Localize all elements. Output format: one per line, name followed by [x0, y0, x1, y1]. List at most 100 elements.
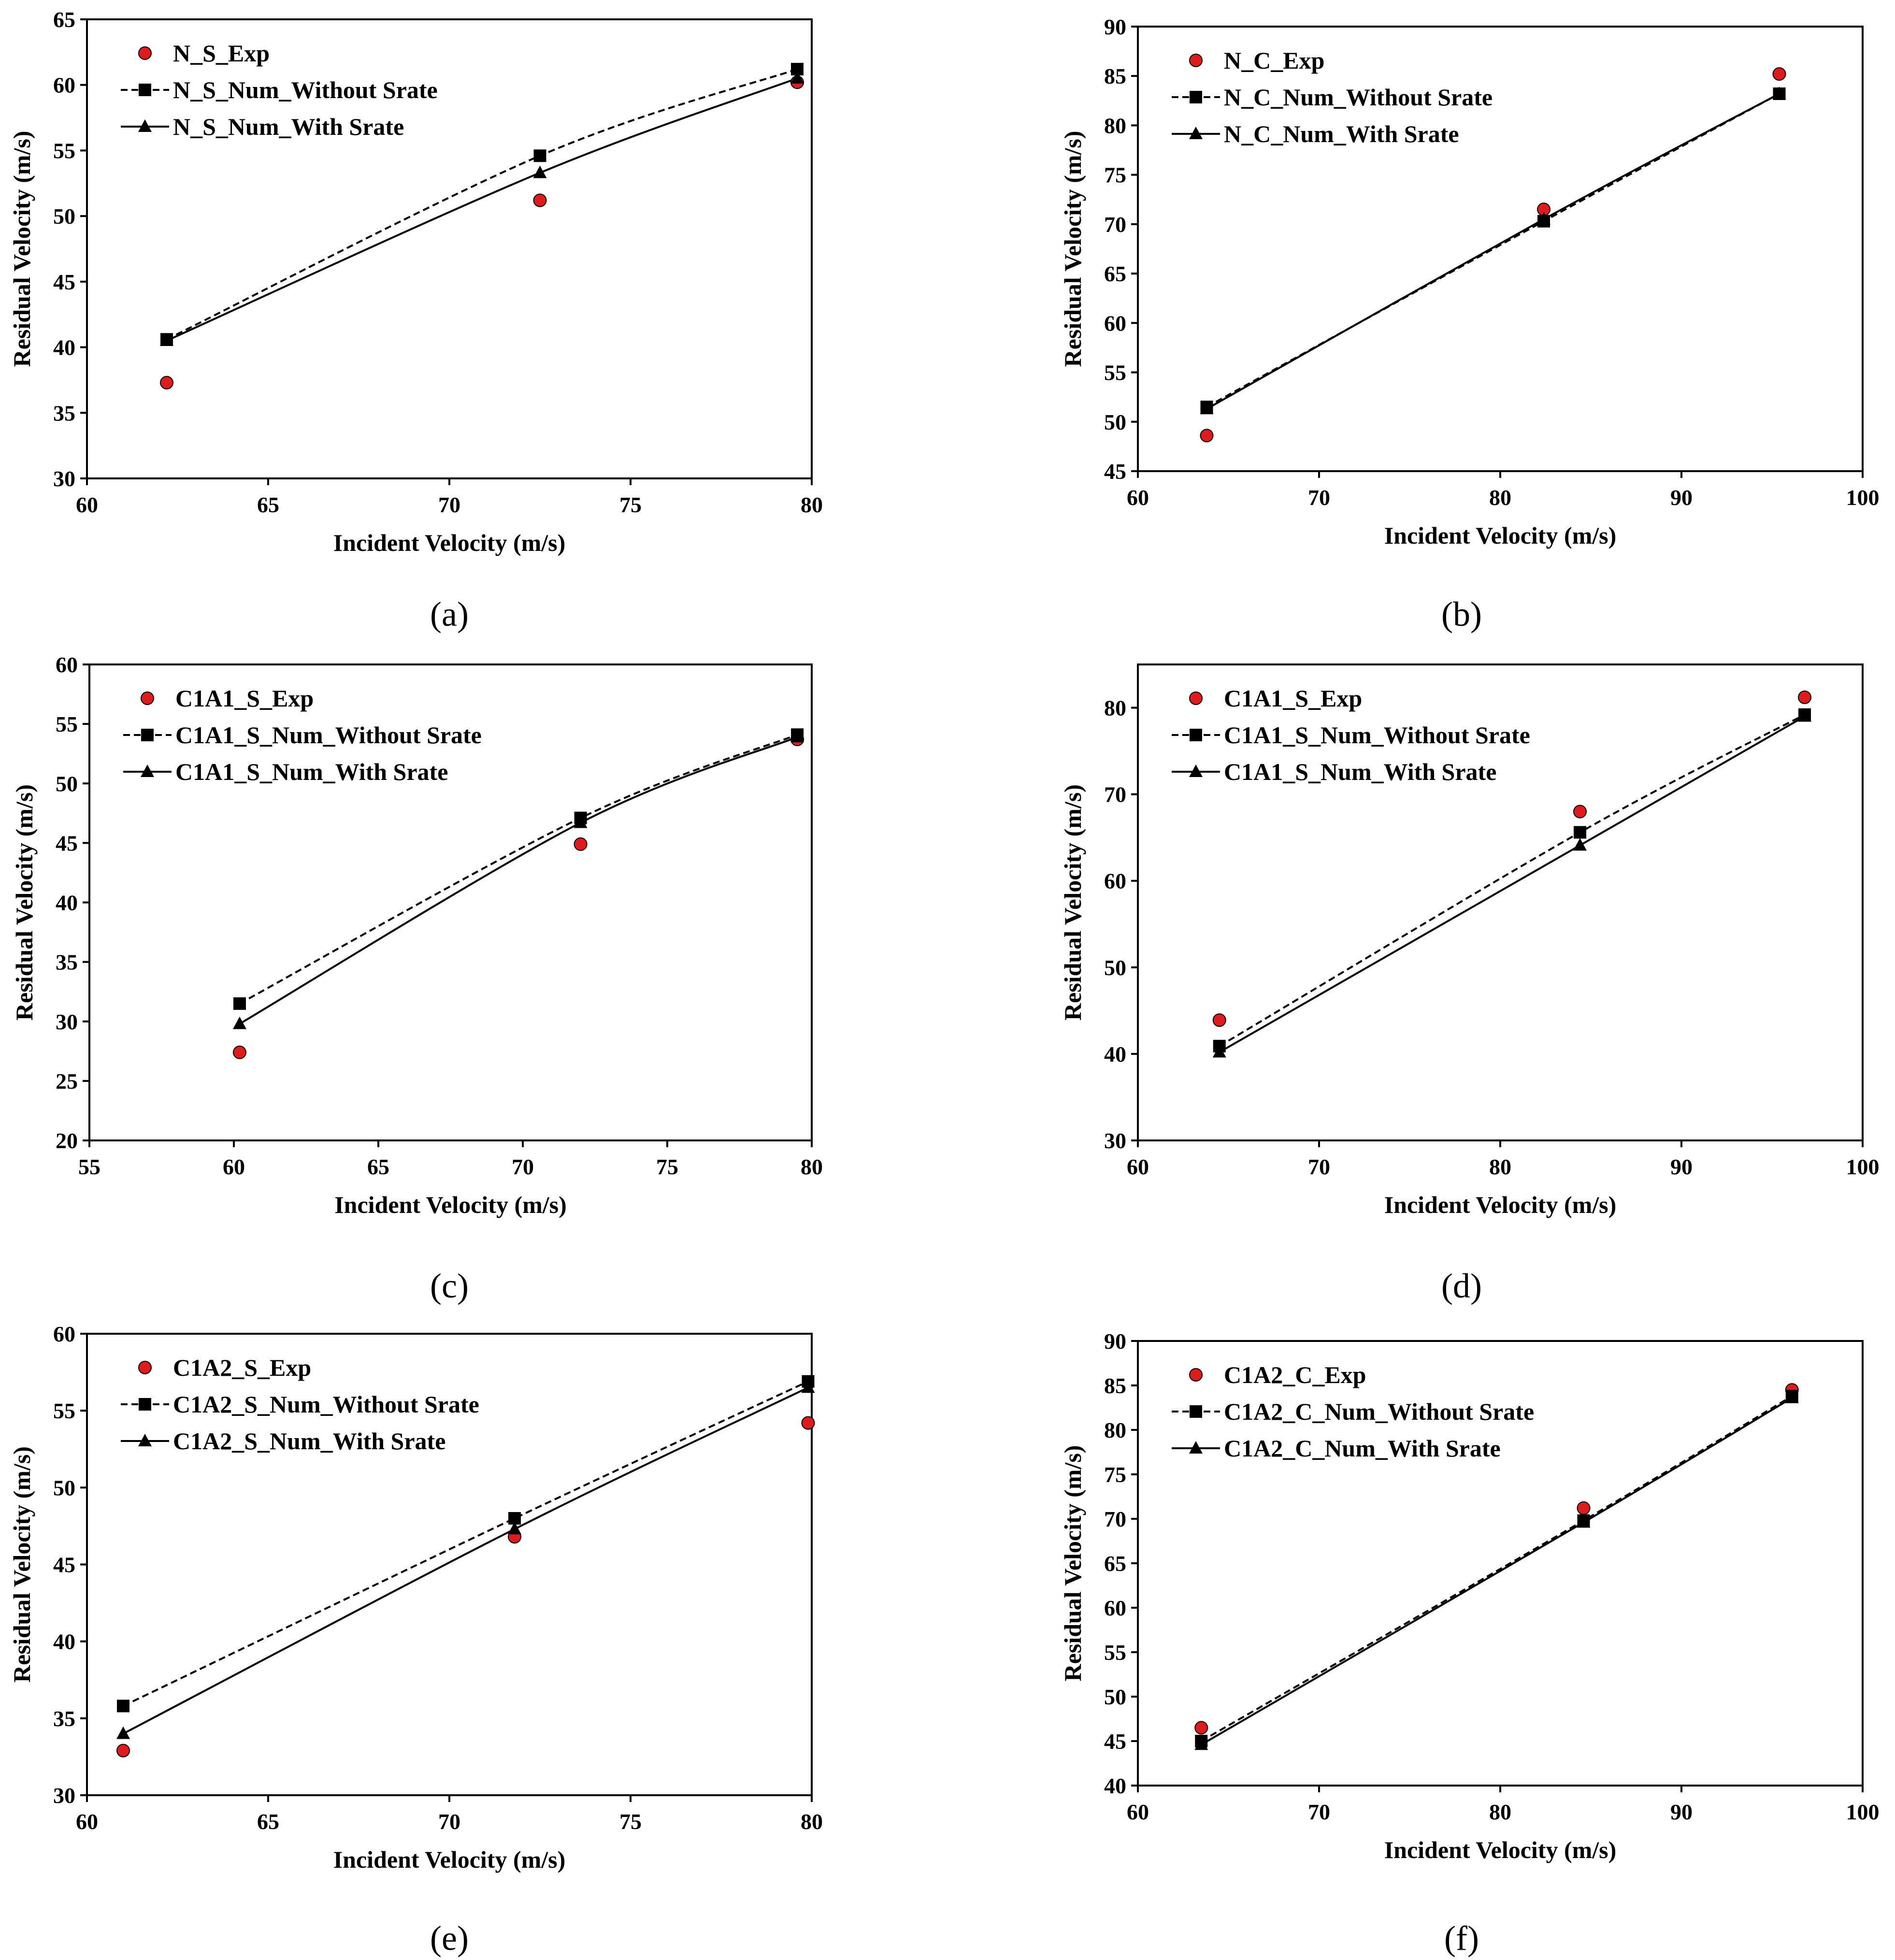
- data-point-c1a2-s-exp: [801, 1416, 815, 1430]
- legend-label: C1A1_S_Exp: [1224, 685, 1362, 712]
- data-point-c1a1-s-num-with-srate: [1798, 709, 1811, 722]
- x-tick-label: 70: [438, 492, 460, 517]
- legend-entry-c1a2-c-num-with-srate: C1A2_C_Num_With Srate: [1172, 1435, 1501, 1462]
- legend-entry-c1a1-s-num-without-srate: C1A1_S_Num_Without Srate: [1172, 721, 1530, 749]
- data-point-c1a1-s-exp: [574, 837, 588, 851]
- data-point-c1a1-s-num-with-srate: [790, 730, 804, 743]
- x-tick-label: 60: [223, 1154, 245, 1179]
- data-point-c1a2-c-exp: [1194, 1721, 1208, 1735]
- legend-entry-c1a1-s-num-with-srate: C1A1_S_Num_With Srate: [1172, 758, 1496, 785]
- data-point-c1a2-c-num-with-srate: [1194, 1737, 1208, 1750]
- data-point-c1a1-s-exp: [1573, 805, 1587, 819]
- legend-entry-n-s-exp: N_S_Exp: [138, 40, 270, 67]
- chart-panel-5: 30 35 40 45 50 55 60 60 65 70 75 80 Incident Velocit…: [8, 1322, 823, 1873]
- y-tick-label: 70: [1104, 212, 1126, 237]
- data-point-c1a2-c-num-with-srate: [1577, 1515, 1591, 1528]
- x-axis-label: Incident Velocity (m/s): [333, 1846, 566, 1873]
- x-axis-label: Incident Velocity (m/s): [1384, 522, 1617, 549]
- y-axis-label: Residual Velocity (m/s): [1059, 1445, 1086, 1682]
- y-tick-label: 45: [53, 1553, 75, 1577]
- data-point-n-c-exp: [1772, 67, 1786, 81]
- legend-label: N_S_Num_With Srate: [173, 113, 404, 140]
- legend-label: C1A2_C_Exp: [1224, 1361, 1366, 1388]
- y-tick-label: 65: [53, 7, 75, 32]
- legend-entry-n-c-num-without-srate: N_C_Num_Without Srate: [1172, 84, 1493, 111]
- x-tick-label: 90: [1670, 1154, 1693, 1179]
- series-line-n-s-num-with-srate: [166, 77, 798, 342]
- x-axis-label: Incident Velocity (m/s): [334, 1191, 567, 1218]
- y-tick-label: 40: [1104, 1042, 1126, 1066]
- x-tick-label: 90: [1670, 1800, 1693, 1824]
- y-tick-label: 30: [56, 1009, 78, 1034]
- legend-entry-c1a2-s-num-with-srate: C1A2_S_Num_With Srate: [121, 1427, 445, 1455]
- data-point-c1a2-c-exp: [1577, 1501, 1591, 1515]
- x-tick-label: 55: [78, 1154, 100, 1179]
- legend-marker: [139, 84, 151, 96]
- legend-marker: [141, 729, 154, 741]
- x-axis-label: Incident Velocity (m/s): [333, 529, 566, 556]
- x-tick-label: 75: [619, 1809, 642, 1834]
- x-tick-label: 90: [1670, 485, 1693, 510]
- legend-marker: [1189, 54, 1203, 67]
- x-tick-label: 70: [1308, 485, 1330, 510]
- x-axis-label: Incident Velocity (m/s): [1384, 1836, 1617, 1863]
- y-tick-label: 30: [1104, 1128, 1126, 1153]
- data-point-c1a2-s-num-with-srate: [508, 1522, 521, 1535]
- y-tick-label: 50: [53, 204, 75, 229]
- y-tick-label: 45: [53, 270, 75, 294]
- y-tick-label: 90: [1104, 1329, 1126, 1354]
- legend-label: C1A2_C_Num_Without Srate: [1224, 1398, 1534, 1425]
- series-line-c1a1-s-num-without-srate: [1219, 714, 1805, 1047]
- data-point-n-s-exp: [160, 375, 173, 389]
- data-point-n-c-num-with-srate: [1200, 402, 1214, 415]
- x-tick-label: 75: [619, 492, 642, 517]
- legend-marker: [139, 1398, 151, 1411]
- y-tick-label: 40: [53, 335, 75, 360]
- data-point-n-s-num-with-srate: [160, 333, 173, 346]
- series-line-n-c-num-with-srate: [1206, 93, 1780, 410]
- series-line-c1a2-s-num-without-srate: [123, 1380, 809, 1707]
- x-tick-label: 65: [257, 1809, 279, 1834]
- data-point-c1a1-s-num-without-srate: [1574, 826, 1586, 839]
- legend-label: C1A1_S_Num_With Srate: [1224, 758, 1496, 785]
- y-tick-label: 70: [1104, 1507, 1126, 1531]
- x-tick-label: 60: [76, 1809, 98, 1834]
- x-tick-label: 65: [367, 1154, 389, 1179]
- legend-label: C1A1_S_Num_Without Srate: [1224, 721, 1530, 749]
- y-tick-label: 35: [53, 401, 75, 425]
- x-tick-label: 100: [1846, 1154, 1880, 1179]
- legend-label: C1A2_C_Num_With Srate: [1224, 1435, 1501, 1462]
- y-tick-label: 50: [1104, 955, 1126, 980]
- y-tick-label: 50: [1104, 1685, 1126, 1709]
- legend-entry-c1a2-s-exp: C1A2_S_Exp: [138, 1354, 311, 1381]
- panel-caption: (a): [430, 595, 469, 634]
- legend-marker: [141, 764, 154, 777]
- y-tick-label: 75: [1104, 163, 1126, 187]
- x-tick-label: 60: [76, 492, 98, 517]
- data-point-n-s-exp: [533, 193, 547, 207]
- legend-entry-c1a1-s-num-with-srate: C1A1_S_Num_With Srate: [123, 758, 448, 785]
- x-tick-label: 70: [1308, 1154, 1330, 1179]
- legend-marker: [1189, 1368, 1203, 1382]
- y-tick-label: 35: [56, 950, 78, 975]
- y-tick-label: 55: [56, 712, 78, 736]
- data-point-c1a1-s-num-with-srate: [574, 815, 588, 828]
- legend-marker: [138, 46, 152, 60]
- y-tick-label: 60: [1104, 1596, 1126, 1620]
- legend-marker: [141, 692, 154, 705]
- legend-label: N_C_Num_With Srate: [1224, 120, 1459, 147]
- y-tick-label: 30: [53, 466, 75, 491]
- chart-panel-4: 30 40 50 60 70 80 60 70 80 90 100 Incident Velocity…: [1059, 663, 1880, 1218]
- series-line-c1a2-c-num-without-srate: [1201, 1395, 1793, 1742]
- legend-label: C1A2_S_Exp: [173, 1354, 311, 1381]
- data-point-n-s-num-with-srate: [790, 71, 804, 84]
- chart-panel-6: 40 45 50 55 60 65 70 75 80 85 90 60 70 80 90 100 Inciden…: [1059, 1329, 1880, 1863]
- data-point-c1a2-s-num-with-srate: [116, 1726, 130, 1739]
- y-axis-label: Residual Velocity (m/s): [1059, 131, 1086, 367]
- legend-marker: [138, 1361, 152, 1374]
- x-tick-label: 60: [1127, 1800, 1149, 1824]
- legend-entry-c1a2-c-exp: C1A2_C_Exp: [1189, 1361, 1366, 1388]
- panel-caption: (d): [1441, 1267, 1482, 1305]
- data-point-c1a2-s-num-with-srate: [801, 1380, 815, 1393]
- y-tick-label: 80: [1104, 1418, 1126, 1442]
